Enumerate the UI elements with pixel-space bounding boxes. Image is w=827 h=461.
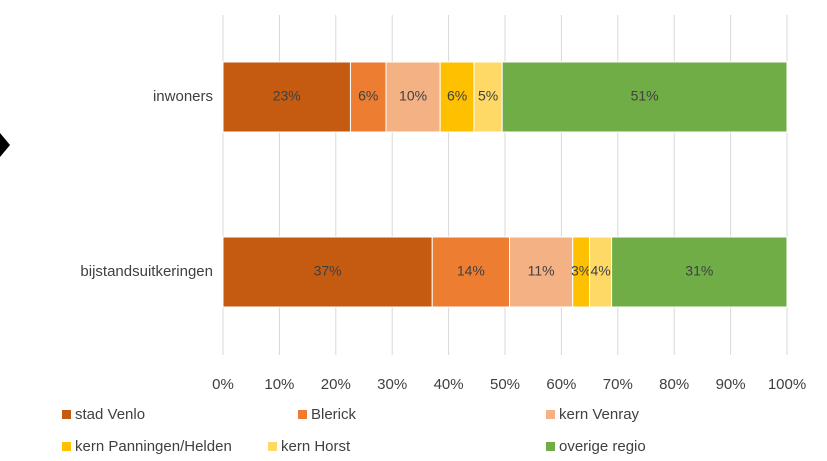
legend-swatch bbox=[298, 410, 307, 419]
data-label: 11% bbox=[528, 263, 555, 279]
data-label: 51% bbox=[631, 88, 659, 104]
legend-swatch bbox=[62, 410, 71, 419]
data-label: 6% bbox=[358, 88, 378, 104]
x-tick-label: 0% bbox=[212, 376, 234, 393]
x-tick-label: 100% bbox=[768, 376, 806, 393]
bar-segment bbox=[222, 236, 433, 308]
data-label: 31% bbox=[685, 263, 713, 279]
x-tick-label: 80% bbox=[659, 376, 689, 393]
x-tick-label: 20% bbox=[321, 376, 351, 393]
data-label: 14% bbox=[457, 263, 485, 279]
x-tick-label: 40% bbox=[434, 376, 464, 393]
bar-segment bbox=[439, 61, 475, 133]
legend-swatch bbox=[546, 442, 555, 451]
legend-label: Blerick bbox=[311, 406, 357, 423]
bar-segment bbox=[501, 61, 788, 133]
x-tick-label: 50% bbox=[490, 376, 520, 393]
legend-label: kern Venray bbox=[559, 406, 640, 423]
legend-swatch bbox=[62, 442, 71, 451]
data-label: 10% bbox=[399, 88, 427, 104]
category-label: bijstandsuitkeringen bbox=[80, 263, 213, 280]
data-label: 3% bbox=[571, 263, 591, 279]
data-label: 37% bbox=[314, 263, 342, 279]
legend-label: stad Venlo bbox=[75, 406, 145, 423]
data-label: 6% bbox=[447, 88, 467, 104]
legend-swatch bbox=[546, 410, 555, 419]
data-label: 4% bbox=[590, 263, 610, 279]
legend-label: overige regio bbox=[559, 438, 646, 455]
x-tick-label: 10% bbox=[264, 376, 294, 393]
legend-swatch bbox=[268, 442, 277, 451]
x-tick-label: 90% bbox=[716, 376, 746, 393]
data-label: 5% bbox=[478, 88, 498, 104]
data-label: 23% bbox=[273, 88, 301, 104]
legend-label: kern Panningen/Helden bbox=[75, 438, 232, 455]
bar-segment bbox=[473, 61, 503, 133]
bar-segment bbox=[509, 236, 574, 308]
bar-segment bbox=[611, 236, 788, 308]
x-tick-label: 30% bbox=[377, 376, 407, 393]
x-tick-label: 60% bbox=[546, 376, 576, 393]
bar-segment bbox=[222, 61, 351, 133]
category-label: inwoners bbox=[153, 88, 213, 105]
x-tick-label: 70% bbox=[603, 376, 633, 393]
arrow-fragment bbox=[0, 133, 10, 157]
legend-label: kern Horst bbox=[281, 438, 351, 455]
bar-segment bbox=[349, 61, 387, 133]
